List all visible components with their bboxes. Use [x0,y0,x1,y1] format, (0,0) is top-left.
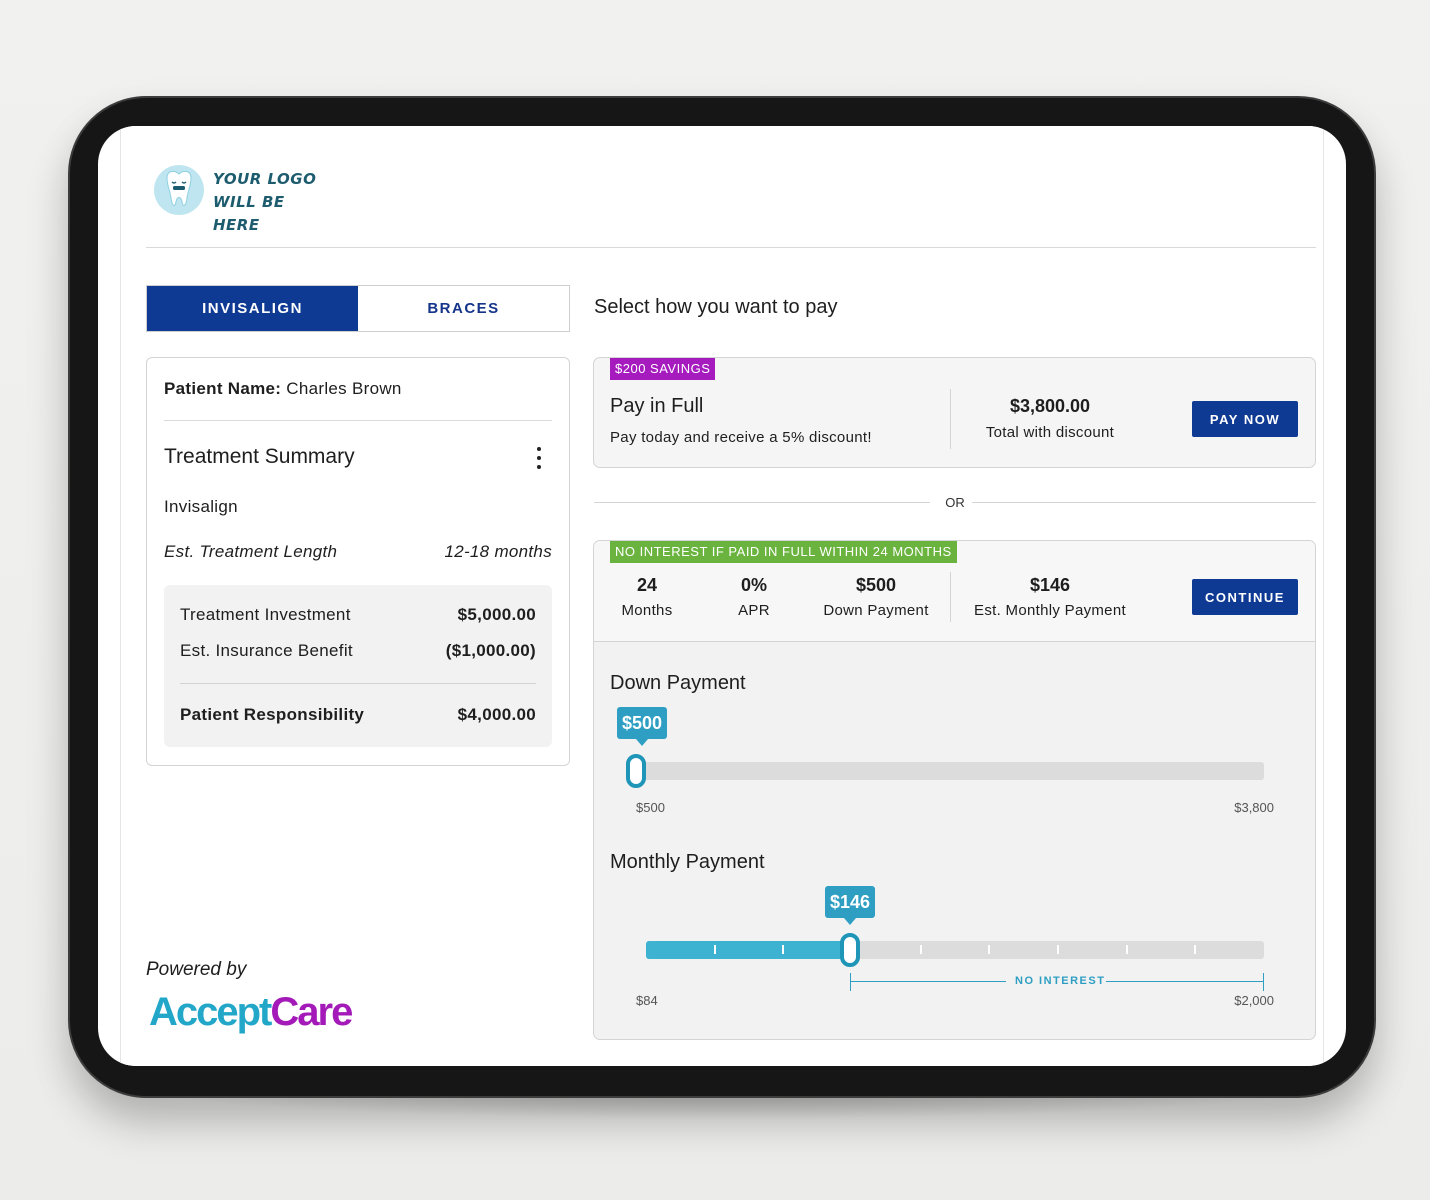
down-payment-max-label: $3,800 [1234,800,1274,815]
payment-plan-card: NO INTEREST IF PAID IN FULL WITHIN 24 MO… [593,540,1316,1040]
treatment-length-label: Est. Treatment Length [164,542,338,561]
pay-now-button[interactable]: PAY NOW [1192,401,1298,437]
acceptcare-logo: AcceptCare [149,990,353,1035]
stat-divider [950,572,951,622]
monthly-payment-min-label: $84 [636,993,658,1008]
pay-in-full-card: $200 SAVINGS Pay in Full Pay today and r… [593,357,1316,468]
insurance-value: ($1,000.00) [445,641,536,660]
treatment-length-row: Est. Treatment Length 12-18 months [164,542,552,562]
no-interest-bracket-start [849,973,851,991]
treatment-tabs: INVISALIGN BRACES [146,285,570,332]
stat-apr-label: APR [738,602,770,619]
savings-badge: $200 SAVINGS [610,358,716,380]
logo-text: YOUR LOGO WILL BE HERE [213,168,333,237]
investment-row: Treatment Investment $5,000.00 [180,605,536,625]
treatment-length-value: 12-18 months [444,542,552,561]
responsibility-value: $4,000.00 [457,705,536,724]
monthly-payment-max-label: $2,000 [1234,993,1274,1008]
pay-in-full-title: Pay in Full [610,395,704,417]
pay-in-full-subtitle: Pay today and receive a 5% discount! [610,429,872,446]
treatment-summary-title: Treatment Summary [164,445,355,468]
logo-line-1: YOUR LOGO [213,170,317,188]
down-payment-min-label: $500 [636,800,665,815]
or-line-right [972,502,1316,503]
stat-monthly-payment-label: Est. Monthly Payment [974,602,1126,619]
monthly-payment-fill [646,941,850,959]
patient-name-value: Charles Brown [286,379,402,398]
no-interest-line-right [1106,981,1263,982]
discount-total-amount: $3,800.00 [1009,396,1091,416]
brand-part-2: Care [270,990,353,1034]
stat-monthly-payment: $146 Est. Monthly Payment [964,575,1136,619]
payment-section-title: Select how you want to pay [594,296,838,318]
treatment-type: Invisalign [164,497,238,516]
tab-braces[interactable]: BRACES [358,286,569,331]
logo-line-2: WILL BE HERE [213,193,285,234]
stat-apr-value: 0% [740,575,767,595]
insurance-row: Est. Insurance Benefit ($1,000.00) [180,641,536,661]
slider-tick [1057,945,1059,954]
or-separator: OR [594,493,1316,513]
slider-tick [919,945,922,954]
brand-part-1: Accept [149,990,272,1034]
card-divider [164,420,552,421]
powered-by-label: Powered by [146,959,247,980]
card-divider [950,389,951,449]
discount-total-label: Total with discount [985,424,1115,441]
responsibility-row: Patient Responsibility $4,000.00 [180,705,536,725]
no-interest-label: NO INTEREST [1015,975,1106,987]
treatment-summary-card: Patient Name: Charles Brown Treatment Su… [146,357,570,766]
no-interest-line-left [849,981,1006,982]
slider-tick [782,945,785,954]
stat-months: 24 Months [594,575,707,619]
stat-down-payment: $500 Down Payment [816,575,936,619]
stat-months-label: Months [621,602,673,619]
investment-value: $5,000.00 [457,605,536,624]
practice-logo: YOUR LOGO WILL BE HERE [153,162,333,234]
stat-down-payment-value: $500 [855,575,897,595]
monthly-payment-title: Monthly Payment [610,851,765,873]
stat-months-value: 24 [636,575,658,595]
header-divider [146,247,1316,248]
investment-label: Treatment Investment [180,605,351,624]
patient-name-row: Patient Name: Charles Brown [164,379,402,399]
stat-apr: 0% APR [694,575,814,619]
no-interest-badge: NO INTEREST IF PAID IN FULL WITHIN 24 MO… [610,541,957,563]
patient-name-label: Patient Name: [164,379,282,398]
down-payment-track[interactable] [636,762,1264,780]
continue-button[interactable]: CONTINUE [1192,579,1298,615]
financial-summary-box: Treatment Investment $5,000.00 Est. Insu… [164,585,552,747]
slider-tick [1194,945,1197,954]
insurance-label: Est. Insurance Benefit [180,641,353,660]
down-payment-value-bubble: $500 [617,707,668,746]
slider-tick [988,945,991,954]
down-payment-slider-thumb[interactable] [626,754,646,788]
slider-tick [1125,945,1128,954]
monthly-payment-value-bubble: $146 [824,886,875,925]
financial-divider [180,683,536,684]
tooth-icon [154,165,204,215]
app-container: YOUR LOGO WILL BE HERE INVISALIGN BRACES… [120,126,1324,1066]
slider-tick [713,945,716,954]
down-payment-title: Down Payment [610,672,746,694]
stat-monthly-payment-value: $146 [1029,575,1071,595]
responsibility-label: Patient Responsibility [180,705,365,724]
more-options-icon[interactable] [533,447,545,469]
or-line-left [594,502,930,503]
payment-plan-header: NO INTEREST IF PAID IN FULL WITHIN 24 MO… [594,541,1315,642]
no-interest-bracket-end [1263,973,1264,991]
stat-down-payment-label: Down Payment [823,602,929,619]
or-label: OR [945,495,965,510]
tablet-screen: YOUR LOGO WILL BE HERE INVISALIGN BRACES… [98,126,1346,1066]
monthly-payment-slider-thumb[interactable] [839,933,860,967]
tab-invisalign[interactable]: INVISALIGN [147,286,358,331]
